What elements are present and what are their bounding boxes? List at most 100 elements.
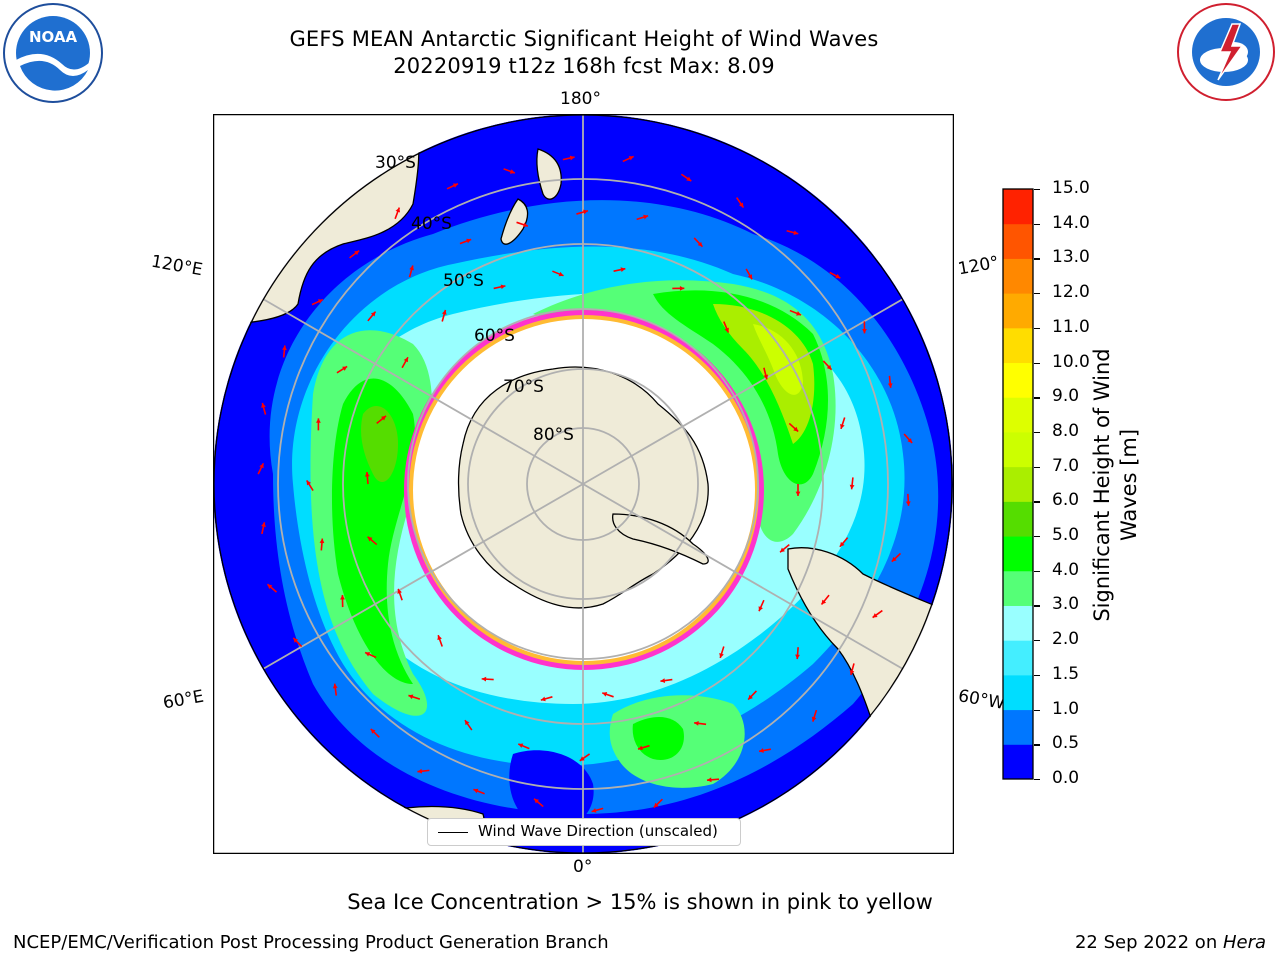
colorbar-tick-label: 1.0 xyxy=(1052,698,1080,719)
wind-wave-arrowhead xyxy=(748,694,753,700)
colorbar-tick-mark xyxy=(1034,258,1040,260)
colorbar-tick-label: 7.0 xyxy=(1052,455,1080,476)
wind-wave-arrowhead xyxy=(417,768,423,774)
colorbar-band xyxy=(1003,709,1033,745)
lon-label-60w: 60°W xyxy=(956,686,1007,714)
colorbar-title: Significant Height of Wind Waves [m] xyxy=(1089,348,1143,621)
lon-label-120w: 120° xyxy=(956,252,1001,280)
wind-wave-arrowhead xyxy=(747,274,753,280)
wind-wave-arrowhead xyxy=(370,728,376,734)
wind-wave-arrowhead xyxy=(795,654,800,660)
wind-wave-arrowhead xyxy=(653,802,659,808)
wind-wave-arrowhead xyxy=(306,480,312,486)
lat-label-70s: 70°S xyxy=(503,377,544,397)
wind-wave-arrowhead xyxy=(282,345,287,351)
wind-wave-arrowhead xyxy=(293,637,299,643)
wind-wave-arrowhead xyxy=(340,595,345,600)
colorbar-band xyxy=(1003,189,1033,225)
colorbar-band xyxy=(1003,362,1033,398)
wind-wave-arrowhead xyxy=(579,756,585,761)
wind-wave-arrowhead xyxy=(452,183,458,188)
colorbar-tick-mark xyxy=(1034,293,1040,295)
wind-wave-arrowhead xyxy=(793,230,799,235)
chart-subtitle: 20220919 t12z 168h fcst Max: 8.09 xyxy=(393,54,775,78)
colorbar-tick-mark xyxy=(1034,362,1040,364)
colorbar-title-line2: Waves [m] xyxy=(1117,428,1141,542)
wind-wave-arrowhead xyxy=(759,748,764,753)
colorbar-tick-label: 6.0 xyxy=(1052,490,1080,511)
wind-wave-arrowhead xyxy=(473,788,479,794)
wind-wave-arrowhead xyxy=(591,808,597,813)
footer-machine: Hera xyxy=(1222,932,1266,953)
colorbar-band xyxy=(1003,293,1033,329)
wind-wave-arrowhead xyxy=(849,484,855,490)
colorbar-band xyxy=(1003,605,1033,641)
wind-wave-arrowhead xyxy=(319,538,325,544)
wind-wave-arrowhead xyxy=(365,652,371,657)
lat-label-50s: 50°S xyxy=(443,271,484,291)
wind-wave-arrowhead xyxy=(534,798,539,804)
colorbar-band xyxy=(1003,258,1033,294)
colorbar-tick-mark xyxy=(1034,779,1040,781)
wind-wave-arrowhead xyxy=(481,676,487,682)
wind-wave-arrowhead xyxy=(500,284,506,290)
wind-wave-arrowhead xyxy=(697,241,703,247)
colorbar-band xyxy=(1003,536,1033,572)
wind-wave-arrowhead xyxy=(872,613,878,618)
colorbar-tick-label: 4.0 xyxy=(1052,559,1080,580)
lat-label-60s: 60°S xyxy=(474,326,515,346)
colorbar-title-line1: Significant Height of Wind xyxy=(1090,348,1114,622)
wind-wave-arrowhead xyxy=(509,169,515,174)
colorbar-tick-mark xyxy=(1034,327,1040,330)
colorbar-tick-label: 14.0 xyxy=(1052,212,1090,233)
wind-wave-arrowhead xyxy=(583,209,588,215)
wind-wave-arrowhead xyxy=(905,501,911,506)
wind-wave-arrowhead xyxy=(403,357,408,363)
wind-wave-arrowhead xyxy=(569,155,575,161)
legend-line-swatch xyxy=(438,832,468,833)
wind-wave-arrowhead xyxy=(839,541,845,547)
wind-wave-arrowhead xyxy=(795,491,801,496)
colorbar-band xyxy=(1003,640,1033,676)
wind-wave-arrowhead xyxy=(660,678,666,683)
noaa-logo-text: NOAA xyxy=(29,28,78,46)
wind-wave-arrowhead xyxy=(267,584,273,589)
wind-wave-arrowhead xyxy=(849,670,855,675)
colorbar-tick-mark xyxy=(1034,709,1040,711)
noaa-logo-icon: NOAA xyxy=(3,3,103,103)
wind-wave-arrowhead xyxy=(437,635,442,641)
polar-map: 30°S 40°S 50°S 60°S 70°S 80°S xyxy=(213,114,954,854)
graticule xyxy=(213,114,953,854)
new-zealand-land xyxy=(536,148,562,200)
colorbar-tick-mark xyxy=(1034,536,1040,538)
lon-label-120e: 120°E xyxy=(149,251,205,281)
map-legend: Wind Wave Direction (unscaled) xyxy=(427,818,741,846)
lon-label-0: 0° xyxy=(573,857,593,877)
colorbar-tick-label: 11.0 xyxy=(1052,316,1090,337)
footer-credit: NCEP/EMC/Verification Post Processing Pr… xyxy=(13,932,609,953)
colorbar-tick-mark xyxy=(1034,431,1040,434)
wind-wave-arrowhead xyxy=(706,777,712,783)
wind-wave-arrowhead xyxy=(441,309,447,315)
wind-wave-arrowhead xyxy=(821,599,827,605)
wind-wave-arrowhead xyxy=(518,743,524,748)
footer-on: on xyxy=(1189,932,1223,953)
wind-wave-arrowhead xyxy=(259,463,264,469)
colorbar-band xyxy=(1003,744,1033,780)
colorbar-band xyxy=(1003,327,1033,364)
wind-wave-arrowhead xyxy=(758,606,763,612)
wind-wave-arrowhead xyxy=(364,472,370,477)
colorbar-tick-mark xyxy=(1034,397,1040,399)
wind-wave-arrowhead xyxy=(686,176,692,182)
wind-wave-arrowhead xyxy=(261,403,266,408)
wind-wave-arrowhead xyxy=(466,238,472,244)
wind-wave-arrowhead xyxy=(367,536,373,542)
wind-wave-arrowhead xyxy=(370,311,376,317)
colorbar-band xyxy=(1003,223,1033,259)
lat-label-30s: 30°S xyxy=(375,153,416,173)
wind-wave-arrowhead xyxy=(724,327,729,333)
wind-wave-arrowhead xyxy=(811,716,817,722)
wind-wave-arrowhead xyxy=(342,366,348,371)
wind-wave-arrowhead xyxy=(694,720,699,726)
colorbar-band xyxy=(1003,466,1033,502)
